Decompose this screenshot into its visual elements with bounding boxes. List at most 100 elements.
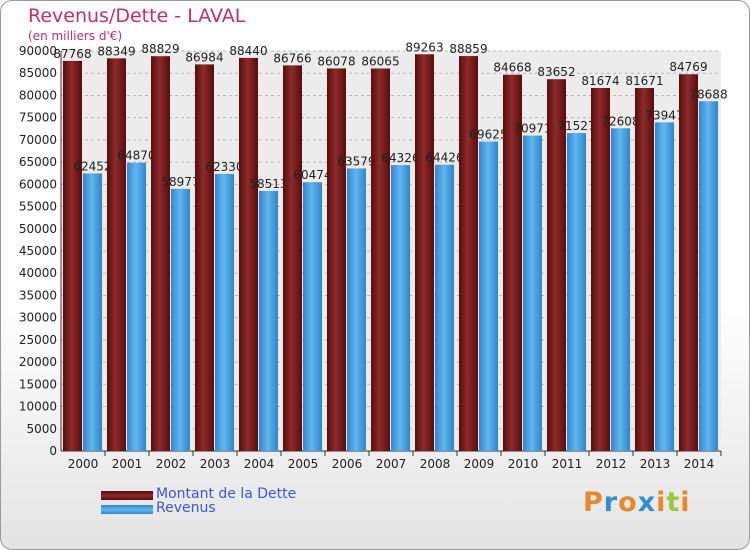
y-tick-label: 65000: [19, 155, 57, 169]
data-label-revenus: 78688: [689, 87, 727, 101]
data-label-revenus: 58977: [161, 175, 199, 189]
bar-revenus: [259, 190, 278, 452]
y-tick-label: 55000: [19, 200, 57, 214]
y-tick-label: 0: [49, 444, 57, 458]
logo-letter: P: [583, 487, 604, 518]
data-label-dette: 86766: [273, 51, 311, 65]
data-label-dette: 86065: [361, 54, 399, 68]
y-tick-label: 60000: [19, 177, 57, 191]
bar-revenus: [83, 173, 102, 452]
bar-dette: [63, 60, 82, 452]
data-label-revenus: 73947: [645, 108, 683, 122]
y-tick-label: 90000: [19, 44, 57, 58]
x-tick-label: 2001: [112, 457, 143, 471]
y-tick-label: 30000: [19, 311, 57, 325]
y-tick-label: 50000: [19, 222, 57, 236]
chart-title: Revenus/Dette - LAVAL: [28, 5, 246, 27]
bar-dette: [151, 56, 170, 452]
data-label-revenus: 64326: [381, 151, 419, 165]
bar-dette: [195, 64, 214, 451]
data-label-dette: 83652: [537, 65, 575, 79]
bar-revenus: [479, 141, 498, 452]
legend-swatch-dette: [101, 491, 153, 500]
bar-dette: [327, 68, 346, 451]
data-label-revenus: 70971: [513, 122, 551, 136]
data-label-revenus: 72608: [601, 114, 639, 128]
bar-dette: [503, 74, 522, 451]
y-tick-label: 40000: [19, 266, 57, 280]
legend-swatch-revenus: [101, 505, 153, 514]
data-label-dette: 88829: [141, 42, 179, 56]
data-label-dette: 86984: [185, 50, 223, 64]
y-tick-label: 20000: [19, 355, 57, 369]
data-label-revenus: 71527: [557, 119, 595, 133]
y-tick-label: 75000: [19, 111, 57, 125]
bar-dette: [283, 65, 302, 451]
data-label-dette: 87768: [53, 47, 91, 61]
x-tick-label: 2012: [596, 457, 627, 471]
logo-letter: t: [666, 487, 681, 518]
chart-subtitle: (en milliers d'€): [28, 29, 123, 43]
x-tick-label: 2004: [244, 457, 275, 471]
proxiti-logo: Proxiti: [583, 487, 691, 518]
bar-dette: [679, 74, 698, 451]
data-label-revenus: 64426: [425, 151, 463, 165]
x-tick-label: 2003: [200, 457, 231, 471]
data-label-revenus: 63579: [337, 154, 375, 168]
data-label-revenus: 69625: [469, 128, 507, 142]
x-tick-label: 2013: [640, 457, 671, 471]
bar-revenus: [171, 188, 190, 451]
data-label-dette: 84668: [493, 61, 531, 75]
data-label-dette: 81671: [625, 74, 663, 88]
y-tick-label: 70000: [19, 133, 57, 147]
legend-label-dette: Montant de la Dette: [156, 486, 297, 502]
bar-revenus: [303, 182, 322, 451]
bar-revenus: [391, 165, 410, 451]
data-label-revenus: 62330: [205, 160, 243, 174]
x-tick-label: 2009: [464, 457, 495, 471]
logo-letter: x: [637, 487, 657, 518]
x-tick-label: 2008: [420, 457, 451, 471]
y-tick-label: 85000: [19, 66, 57, 80]
bar-dette: [239, 57, 258, 451]
bar-revenus: [699, 101, 718, 451]
data-label-revenus: 58513: [249, 177, 287, 191]
logo-letter: i: [680, 487, 691, 518]
bar-revenus: [435, 164, 454, 451]
bar-revenus: [523, 135, 542, 451]
logo-letter: i: [656, 487, 667, 518]
bar-dette: [107, 58, 126, 452]
x-tick-label: 2007: [376, 457, 407, 471]
y-tick-label: 35000: [19, 288, 57, 302]
logo-letter: r: [603, 487, 619, 518]
data-label-revenus: 62452: [73, 159, 111, 173]
bar-revenus: [215, 173, 234, 451]
legend-label-revenus: Revenus: [156, 500, 216, 516]
bar-dette: [635, 88, 654, 452]
data-label-dette: 88440: [229, 44, 267, 58]
bar-revenus: [127, 162, 146, 451]
x-tick-label: 2014: [684, 457, 715, 471]
y-tick-label: 10000: [19, 400, 57, 414]
bar-dette: [459, 56, 478, 452]
bar-revenus: [347, 168, 366, 451]
bar-revenus: [611, 128, 630, 451]
logo-letter: o: [618, 487, 638, 518]
bar-dette: [415, 54, 434, 452]
data-label-dette: 86078: [317, 54, 355, 68]
data-label-dette: 89263: [405, 40, 443, 54]
y-tick-label: 25000: [19, 333, 57, 347]
bar-dette: [371, 68, 390, 451]
y-tick-label: 45000: [19, 244, 57, 258]
x-tick-label: 2010: [508, 457, 539, 471]
data-label-dette: 88349: [97, 44, 135, 58]
x-tick-label: 2002: [156, 457, 187, 471]
bar-dette: [547, 79, 566, 452]
bar-revenus: [655, 122, 674, 451]
data-label-dette: 84769: [669, 60, 707, 74]
x-tick-label: 2011: [552, 457, 583, 471]
y-tick-label: 80000: [19, 88, 57, 102]
data-label-dette: 81674: [581, 74, 619, 88]
